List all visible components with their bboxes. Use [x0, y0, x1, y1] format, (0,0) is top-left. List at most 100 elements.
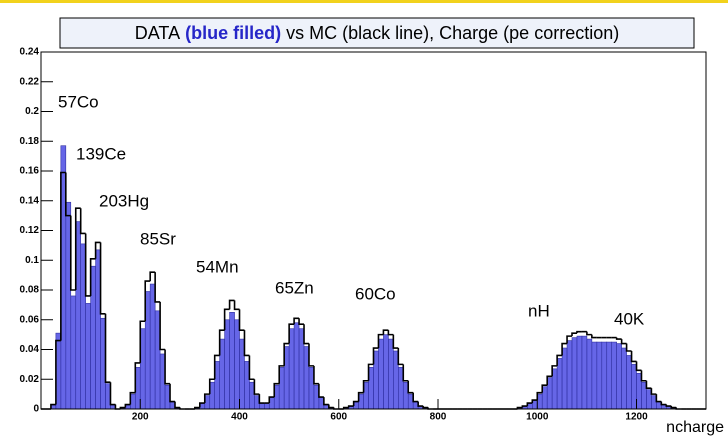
mc-step	[352, 400, 359, 407]
mc-step	[367, 363, 374, 381]
mc-step	[273, 382, 280, 398]
mc-step	[640, 370, 647, 382]
y-tick-label: 0.08	[20, 285, 40, 296]
mc-step	[521, 405, 528, 408]
peak-label: 203Hg	[99, 191, 149, 210]
mc-step	[65, 172, 71, 217]
y-tick-label: 0.06	[20, 314, 40, 325]
mc-step	[99, 242, 106, 315]
mc-step	[94, 241, 101, 259]
peak-label: 54Mn	[196, 257, 239, 276]
mc-step	[258, 394, 265, 404]
mc-step	[199, 402, 205, 408]
data-bar	[229, 312, 235, 410]
mc-step	[660, 401, 667, 406]
mc-step	[318, 383, 324, 398]
mc-step	[134, 362, 141, 393]
mc-step	[313, 365, 319, 385]
mc-step	[665, 404, 672, 407]
mc-step	[541, 384, 548, 393]
data-bar	[626, 355, 632, 410]
data-bar	[611, 341, 617, 410]
x-tick-label: 600	[330, 412, 347, 423]
mc-step	[422, 406, 429, 409]
x-tick-label: 800	[430, 412, 447, 423]
x-tick-label: 400	[231, 412, 248, 423]
mc-step	[283, 342, 290, 366]
peak-label: nH	[528, 301, 550, 320]
title-box	[59, 17, 695, 49]
mc-step	[104, 313, 111, 384]
mc-step	[377, 333, 384, 349]
mc-step	[303, 324, 309, 345]
mc-step	[323, 397, 329, 406]
mc-step	[328, 404, 334, 409]
mc-step	[397, 348, 404, 366]
mc-step	[218, 329, 225, 356]
mc-step	[298, 318, 305, 326]
mc-step	[387, 330, 394, 336]
data-bar	[293, 322, 300, 410]
mc-step	[566, 335, 573, 344]
mc-step	[417, 401, 424, 407]
mc-step	[84, 233, 91, 297]
y-tick-label: 0.02	[20, 374, 40, 385]
mc-step	[203, 393, 210, 404]
y-tick-label: 0.22	[20, 76, 40, 87]
mc-step	[223, 308, 230, 331]
mc-step	[407, 380, 414, 394]
data-bar	[234, 319, 240, 410]
mc-step	[293, 317, 300, 325]
x-tick-label: 1000	[526, 412, 549, 423]
y-tick-label: 0.14	[20, 195, 40, 206]
title-part: vs MC (black line), Charge (pe correctio…	[286, 23, 619, 43]
mc-step	[412, 392, 419, 403]
data-bar	[616, 343, 622, 410]
mc-step	[625, 343, 632, 352]
data-bar	[586, 338, 593, 410]
mc-step	[288, 323, 295, 344]
data-bar	[561, 347, 568, 410]
mc-step	[357, 391, 364, 402]
y-tick-label: 0	[33, 404, 39, 415]
mc-step	[149, 271, 156, 282]
peak-label: 60Co	[355, 284, 396, 303]
mc-step	[526, 402, 533, 407]
mc-step	[129, 391, 136, 405]
data-bar	[383, 334, 389, 410]
mc-step	[635, 361, 642, 372]
mc-step	[159, 301, 166, 351]
mc-step	[591, 334, 597, 339]
mc-step	[556, 354, 563, 366]
data-bar	[85, 303, 91, 410]
mc-step	[536, 391, 543, 401]
y-tick-label: 0.18	[20, 136, 40, 147]
data-bar	[601, 341, 608, 410]
mc-step	[238, 309, 245, 331]
mc-step	[372, 347, 379, 365]
mc-step	[109, 382, 116, 406]
data-bar	[566, 340, 573, 410]
data-bar	[596, 341, 603, 410]
mc-step	[546, 375, 553, 386]
mc-step	[89, 257, 96, 296]
mc-step	[208, 378, 215, 395]
peak-label: 139Ce	[76, 144, 126, 163]
y-tick-label: 0.16	[20, 166, 40, 177]
mc-step	[347, 405, 354, 408]
data-bar	[591, 341, 598, 410]
mc-step	[571, 332, 577, 337]
x-tick-label: 1200	[625, 412, 648, 423]
data-bar	[378, 338, 384, 410]
data-bar	[259, 402, 265, 410]
mc-step	[561, 342, 568, 356]
peak-label: 57Co	[58, 92, 99, 111]
y-tick-label: 0.1	[25, 255, 39, 266]
data-bar	[264, 402, 270, 410]
mc-step	[630, 350, 637, 363]
mc-step	[74, 207, 81, 290]
mc-step	[586, 331, 592, 336]
mc-step	[144, 280, 151, 322]
mc-step	[79, 208, 86, 235]
mc-step	[531, 399, 538, 404]
